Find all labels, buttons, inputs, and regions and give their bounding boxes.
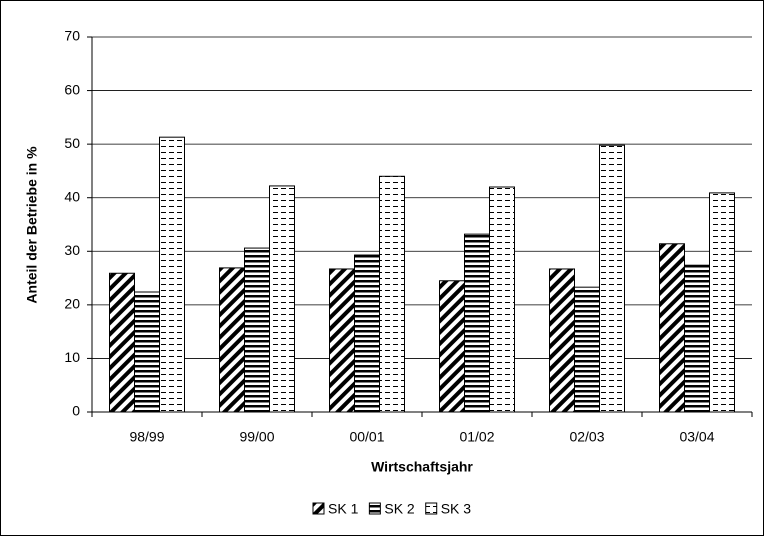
bar xyxy=(219,267,245,413)
y-tick-label: 20 xyxy=(64,296,80,312)
y-tick-label: 30 xyxy=(64,242,80,258)
y-axis-title: Anteil der Betriebe in % xyxy=(24,146,40,304)
x-tick-label: 03/04 xyxy=(679,429,714,445)
y-tick-label: 0 xyxy=(72,403,80,419)
bar xyxy=(659,243,685,413)
legend: SK 1 SK 2 SK 3 xyxy=(312,501,472,517)
bar xyxy=(244,247,270,413)
bar xyxy=(109,272,135,413)
legend-swatch xyxy=(312,502,325,515)
y-tick-label: 70 xyxy=(64,28,80,44)
bar xyxy=(489,186,515,413)
y-tick-label: 60 xyxy=(64,81,80,97)
bar xyxy=(354,254,380,413)
y-tick-label: 50 xyxy=(64,135,80,151)
x-tick-label: 98/99 xyxy=(129,429,164,445)
bar xyxy=(379,175,405,413)
x-tick-label: 99/00 xyxy=(239,429,274,445)
x-tick-label: 01/02 xyxy=(459,429,494,445)
bar xyxy=(439,280,465,413)
bar xyxy=(269,185,295,413)
bar xyxy=(684,264,710,413)
y-tick-label: 40 xyxy=(64,188,80,204)
bar xyxy=(574,286,600,413)
x-axis-title: Wirtschaftsjahr xyxy=(371,459,473,475)
legend-label: SK 3 xyxy=(441,501,472,517)
y-tick-label: 10 xyxy=(64,349,80,365)
bar xyxy=(709,192,735,413)
bar xyxy=(599,144,625,413)
bar xyxy=(329,268,355,413)
bar xyxy=(159,136,185,413)
bar xyxy=(549,268,575,413)
legend-label: SK 1 xyxy=(328,501,359,517)
x-tick-label: 02/03 xyxy=(569,429,604,445)
bar xyxy=(134,291,160,413)
legend-swatch xyxy=(368,502,381,515)
legend-swatch xyxy=(425,502,438,515)
x-tick-label: 00/01 xyxy=(349,429,384,445)
bar xyxy=(464,233,490,413)
legend-label: SK 2 xyxy=(384,501,415,517)
